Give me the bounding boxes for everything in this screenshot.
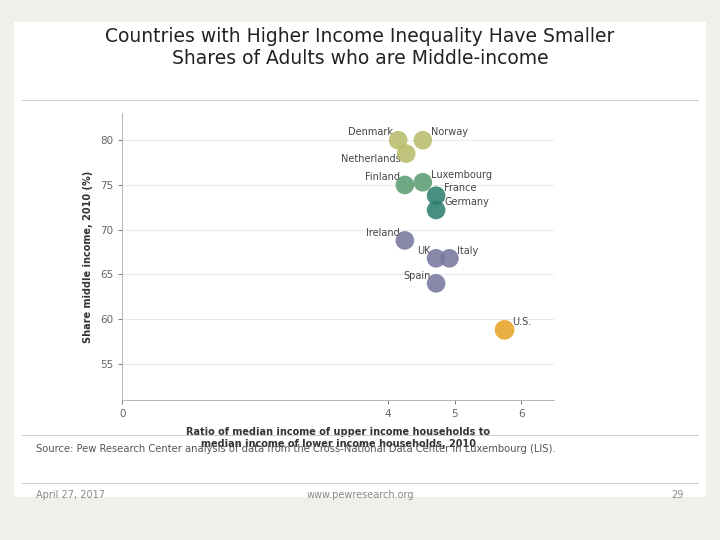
Point: [431, 279, 442, 288]
Text: U.S.: U.S.: [513, 317, 532, 327]
Point: [417, 136, 428, 145]
Text: Denmark: Denmark: [348, 127, 393, 137]
Y-axis label: Share middle income, 2010 (%): Share middle income, 2010 (%): [84, 171, 93, 342]
Text: Finland: Finland: [364, 172, 400, 183]
Point: [431, 254, 442, 262]
Text: Germany: Germany: [444, 197, 489, 207]
Text: France: France: [444, 183, 477, 193]
Text: 29: 29: [672, 490, 684, 501]
Point: [400, 150, 412, 158]
Point: [499, 326, 510, 334]
Point: [417, 178, 428, 187]
Text: Netherlands: Netherlands: [341, 154, 401, 164]
Point: [431, 206, 442, 214]
Text: Countries with Higher Income Inequality Have Smaller
Shares of Adults who are Mi: Countries with Higher Income Inequality …: [105, 27, 615, 68]
Text: Ireland: Ireland: [366, 228, 400, 238]
Text: April 27, 2017: April 27, 2017: [36, 490, 105, 501]
Text: Luxembourg: Luxembourg: [431, 170, 492, 180]
Point: [392, 136, 404, 145]
Text: Italy: Italy: [457, 246, 479, 255]
Text: Norway: Norway: [431, 127, 468, 137]
X-axis label: Ratio of median income of upper income households to
median income of lower inco: Ratio of median income of upper income h…: [186, 427, 490, 449]
Text: Source: Pew Research Center analysis of data from the Cross-National Data Center: Source: Pew Research Center analysis of …: [36, 444, 556, 454]
Point: [399, 180, 410, 189]
Point: [431, 191, 442, 200]
Text: Spain: Spain: [403, 271, 431, 281]
Text: UK: UK: [418, 246, 431, 255]
Text: www.pewresearch.org: www.pewresearch.org: [306, 490, 414, 501]
Point: [444, 254, 455, 262]
Point: [399, 236, 410, 245]
